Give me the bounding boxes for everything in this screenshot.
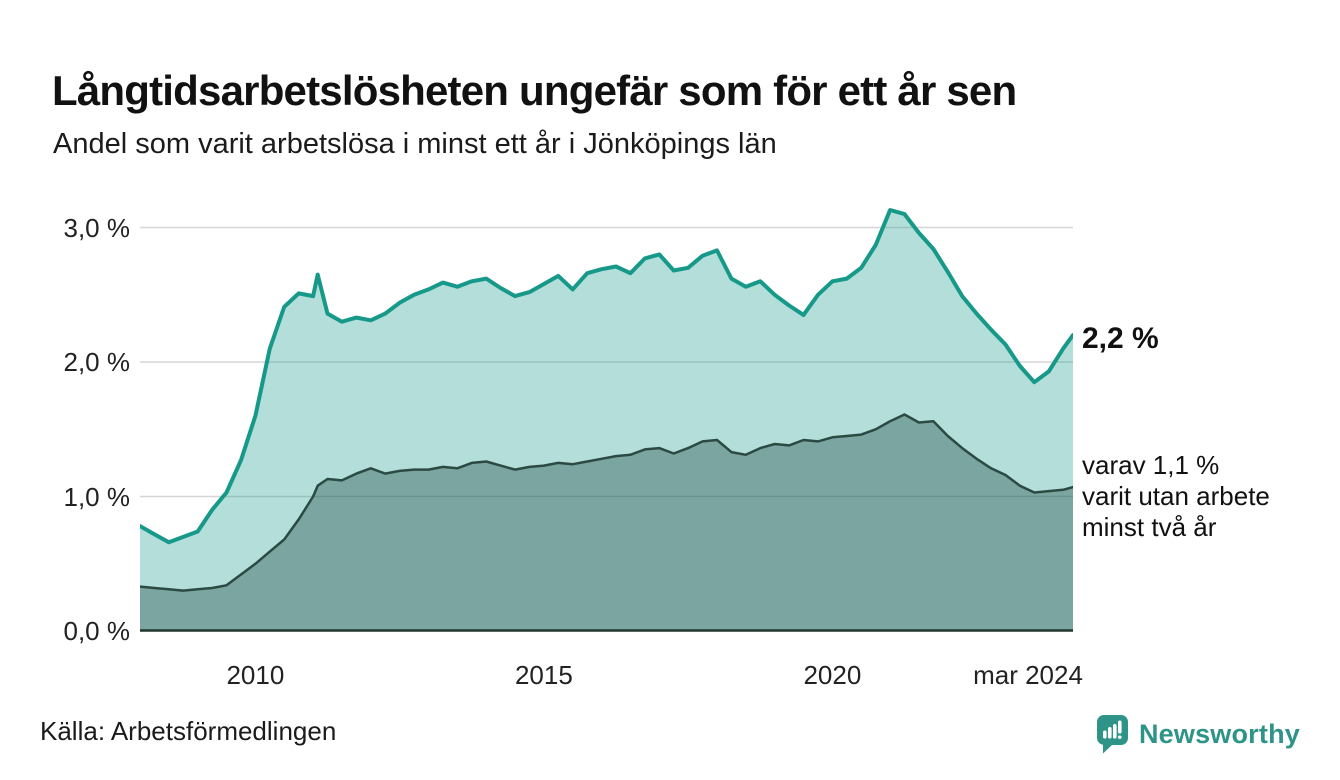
x-tick-label: 2010 — [226, 660, 285, 690]
y-tick-label: 2,0 % — [63, 347, 131, 377]
source-attribution: Källa: Arbetsförmedlingen — [40, 716, 337, 746]
area-fill — [140, 210, 1073, 631]
y-tick-label: 1,0 % — [63, 481, 131, 512]
secondary-series-annotation: varav 1,1 % varit utan arbete minst två … — [1082, 450, 1322, 543]
logo-bar-icon — [1107, 726, 1112, 738]
logo-bubble — [1096, 714, 1128, 753]
newsworthy-logo: Newsworthy — [1096, 706, 1300, 762]
logo-bar-icon — [1112, 723, 1117, 738]
latest-value-label: 2,2 % — [1082, 322, 1159, 355]
x-tick-label: 2015 — [514, 660, 573, 690]
newsworthy-logo-icon — [1096, 714, 1128, 753]
annotation-line: minst två år — [1082, 512, 1217, 542]
page-title: Långtidsarbetslösheten ungefär som för e… — [52, 67, 1017, 115]
chart-subtitle: Andel som varit arbetslösa i minst ett å… — [53, 128, 777, 160]
area-chart — [140, 208, 1073, 632]
x-tick-label: mar 2024 — [973, 660, 1083, 690]
brand-name: Newsworthy — [1138, 718, 1300, 749]
logo-exclamation-dot — [1117, 735, 1122, 739]
annotation-line: varav 1,1 % — [1082, 450, 1220, 480]
x-tick-label: 2020 — [803, 660, 862, 690]
logo-exclamation-icon — [1117, 720, 1122, 733]
logo-bar-icon — [1102, 730, 1107, 738]
annotation-line: varit utan arbete — [1082, 481, 1270, 511]
area-fill — [140, 414, 1073, 631]
y-tick-label: 3,0 % — [63, 212, 131, 243]
series-line — [140, 208, 1073, 545]
series-line — [140, 413, 1073, 592]
y-tick-label: 0,0 % — [63, 616, 131, 646]
